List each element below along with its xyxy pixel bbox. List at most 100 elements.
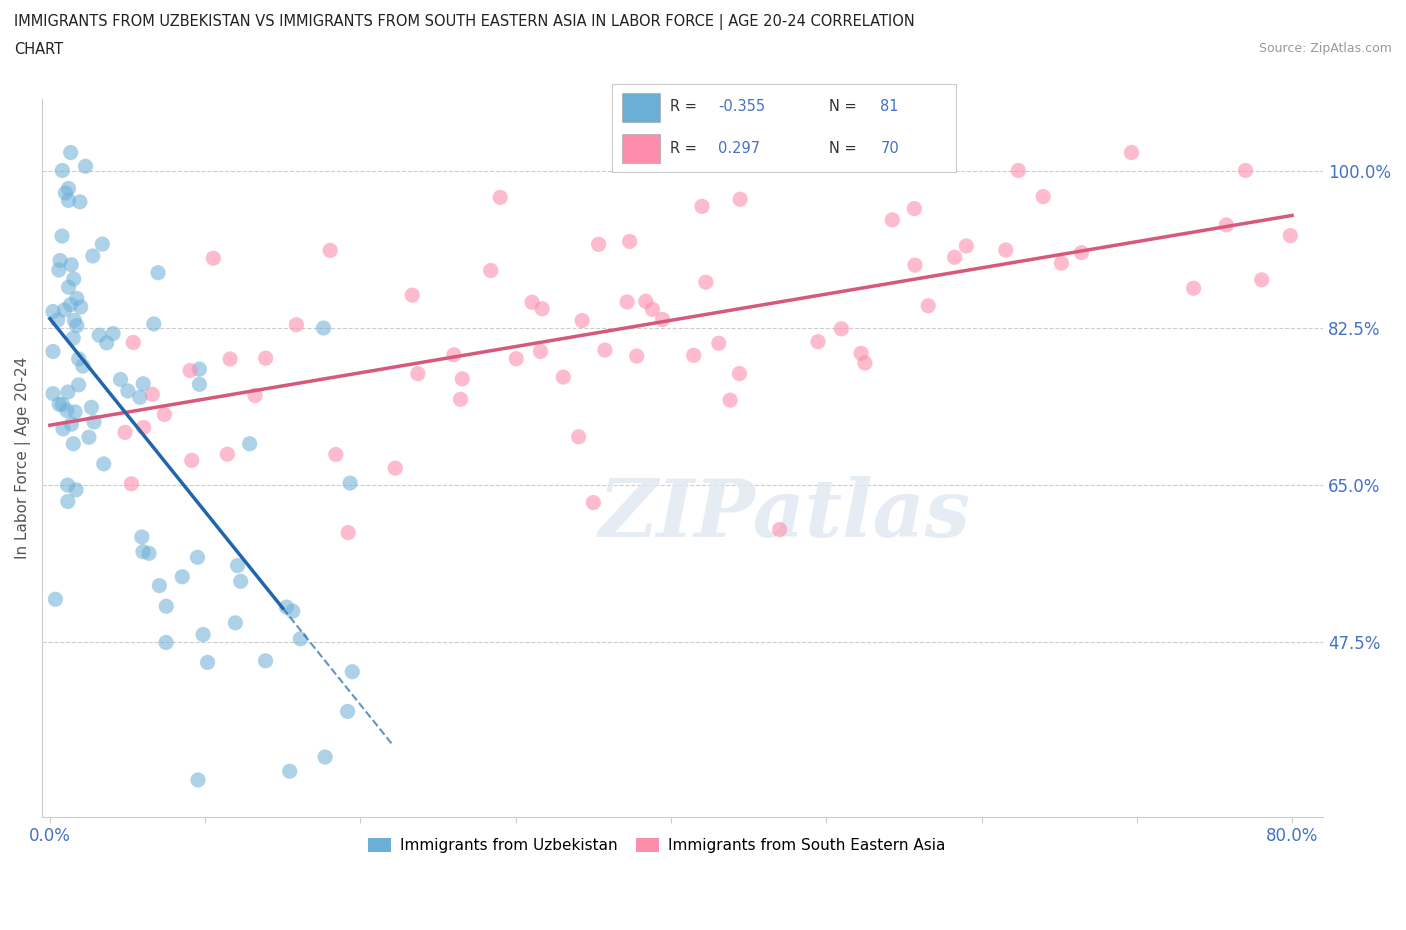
Point (219, 352, 242, 366)
Point (101, 326, 124, 341)
Point (443, 347, 465, 362)
Point (75, 159, 97, 174)
Point (155, 599, 177, 614)
Point (342, 664, 364, 679)
Point (1279, 228, 1302, 243)
Point (91, 236, 114, 251)
Text: N =: N = (828, 100, 860, 114)
Point (384, 460, 406, 475)
Point (520, 295, 543, 310)
Point (114, 425, 136, 440)
Point (128, 390, 150, 405)
Point (904, 258, 927, 272)
Point (59, 298, 82, 312)
Point (728, 366, 751, 381)
Point (229, 574, 252, 589)
Point (132, 377, 155, 392)
Point (53, 302, 76, 317)
Point (243, 388, 266, 403)
Text: R =: R = (671, 140, 702, 155)
Point (62, 331, 84, 346)
Point (42, 304, 65, 319)
Point (651, 312, 673, 327)
Point (146, 265, 169, 280)
Point (401, 287, 423, 302)
Point (695, 274, 717, 289)
Point (202, 251, 225, 266)
FancyBboxPatch shape (621, 93, 659, 122)
Text: IMMIGRANTS FROM UZBEKISTAN VS IMMIGRANTS FROM SOUTH EASTERN ASIA IN LABOR FORCE : IMMIGRANTS FROM UZBEKISTAN VS IMMIGRANTS… (14, 14, 915, 30)
Point (239, 436, 262, 451)
Point (58, 193, 80, 208)
Point (1121, 145, 1143, 160)
Point (138, 546, 160, 561)
Point (553, 369, 575, 384)
Point (69, 194, 91, 209)
Point (69, 299, 91, 314)
Point (626, 349, 648, 364)
Point (120, 476, 142, 491)
Point (529, 344, 551, 359)
Point (634, 294, 657, 309)
Point (67, 378, 90, 392)
Point (226, 558, 249, 573)
Point (42, 344, 65, 359)
Point (1215, 218, 1237, 232)
Point (188, 377, 211, 392)
Point (62, 272, 84, 286)
Point (769, 522, 792, 537)
Text: 70: 70 (880, 140, 898, 155)
Point (682, 348, 704, 363)
Point (46, 312, 69, 327)
Point (281, 604, 304, 618)
Point (285, 317, 308, 332)
Text: 81: 81 (880, 100, 898, 114)
Text: R =: R = (671, 100, 702, 114)
Point (60, 258, 83, 272)
Point (336, 704, 359, 719)
Point (89, 327, 111, 342)
Point (254, 654, 277, 669)
Point (337, 525, 360, 540)
Point (312, 321, 335, 336)
Point (62, 436, 84, 451)
Y-axis label: In Labor Force | Age 20-24: In Labor Force | Age 20-24 (15, 356, 31, 559)
Point (142, 316, 165, 331)
Point (1182, 281, 1205, 296)
Point (63, 312, 86, 327)
Point (489, 190, 512, 205)
Point (450, 392, 472, 406)
Point (1250, 272, 1272, 287)
Point (278, 764, 301, 778)
Point (830, 322, 852, 337)
Point (1050, 256, 1073, 271)
Point (67, 352, 90, 366)
Point (728, 192, 751, 206)
Point (917, 299, 939, 313)
Point (122, 335, 145, 350)
Point (568, 430, 591, 445)
Point (63, 405, 86, 419)
Point (51, 163, 73, 178)
Point (254, 351, 277, 365)
Text: ZIPatlas: ZIPatlas (599, 476, 972, 554)
Point (479, 263, 502, 278)
Point (505, 352, 527, 366)
Point (148, 578, 170, 593)
Point (690, 199, 713, 214)
Point (117, 383, 139, 398)
Text: 0.297: 0.297 (718, 140, 761, 155)
Point (155, 635, 177, 650)
Point (180, 453, 202, 468)
Text: CHART: CHART (14, 42, 63, 57)
Point (994, 243, 1017, 258)
Point (718, 392, 741, 407)
Point (197, 655, 219, 670)
Text: Source: ZipAtlas.com: Source: ZipAtlas.com (1258, 42, 1392, 55)
Point (582, 495, 605, 510)
Point (314, 750, 336, 764)
Point (339, 475, 361, 490)
Point (707, 336, 730, 351)
Point (72, 359, 94, 374)
Point (849, 346, 872, 361)
